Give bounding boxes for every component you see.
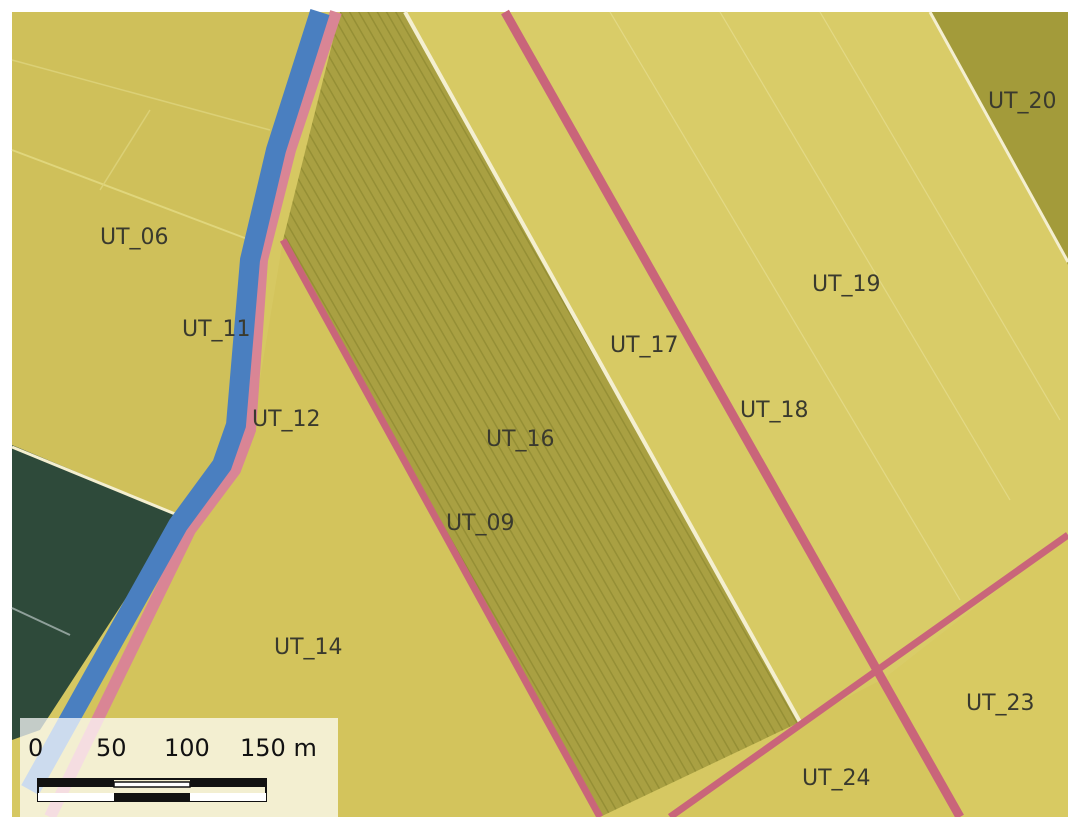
label-ut-18: UT_18 xyxy=(740,398,809,423)
scale-segment-1 xyxy=(38,779,114,787)
boundary-white xyxy=(928,11,1068,263)
field-ut-14 xyxy=(40,240,600,817)
boundary-white xyxy=(11,445,181,518)
label-ut-12: UT_12 xyxy=(252,407,321,432)
scale-tick-150: 150 m xyxy=(240,734,317,762)
scale-tick-50: 50 xyxy=(96,734,127,762)
scale-tick-0: 0 xyxy=(28,734,43,762)
field-line xyxy=(99,109,151,191)
field-line xyxy=(819,11,1061,421)
label-ut-19: UT_19 xyxy=(812,272,881,297)
field-ut-23 xyxy=(885,535,1068,817)
scale-segment-2 xyxy=(113,781,191,788)
canal-edge xyxy=(44,10,342,817)
scale-segment-3 xyxy=(190,779,266,787)
canal-ut-11 xyxy=(21,8,330,795)
field-ut-24 xyxy=(670,678,960,817)
field-line xyxy=(11,59,271,131)
field-ut-06 xyxy=(12,12,320,515)
label-ut-20: UT_20 xyxy=(988,89,1057,114)
label-ut-23: UT_23 xyxy=(966,691,1035,716)
field-ut-16 xyxy=(283,12,800,817)
label-ut-06: UT_06 xyxy=(100,225,169,250)
boundary-ut-18 xyxy=(501,9,964,817)
label-ut-17: UT_17 xyxy=(610,333,679,358)
field-ut-17 xyxy=(405,12,885,722)
label-ut-09: UT_09 xyxy=(446,511,515,536)
field-line xyxy=(609,11,961,601)
boundary-ut-24 xyxy=(667,532,1068,817)
scale-segment-lower-1 xyxy=(38,793,114,801)
label-ut-14: UT_14 xyxy=(274,635,343,660)
label-ut-16: UT_16 xyxy=(486,427,555,452)
scale-bar: 0 50 100 150 m xyxy=(20,718,338,817)
scale-segment-lower-3 xyxy=(190,793,266,801)
boundary-white xyxy=(403,11,802,723)
label-ut-24: UT_24 xyxy=(802,766,871,791)
scale-bar-background xyxy=(20,718,338,817)
field-line xyxy=(719,11,1011,501)
scale-segment-lower-2 xyxy=(114,793,190,801)
dark-field xyxy=(12,445,180,740)
label-ut-11: UT_11 xyxy=(182,317,251,342)
field-line xyxy=(11,607,71,636)
field-line xyxy=(11,149,251,241)
boundary-ut-09 xyxy=(279,238,604,817)
field-ut-19 xyxy=(505,12,1068,678)
scale-tick-100: 100 xyxy=(164,734,210,762)
